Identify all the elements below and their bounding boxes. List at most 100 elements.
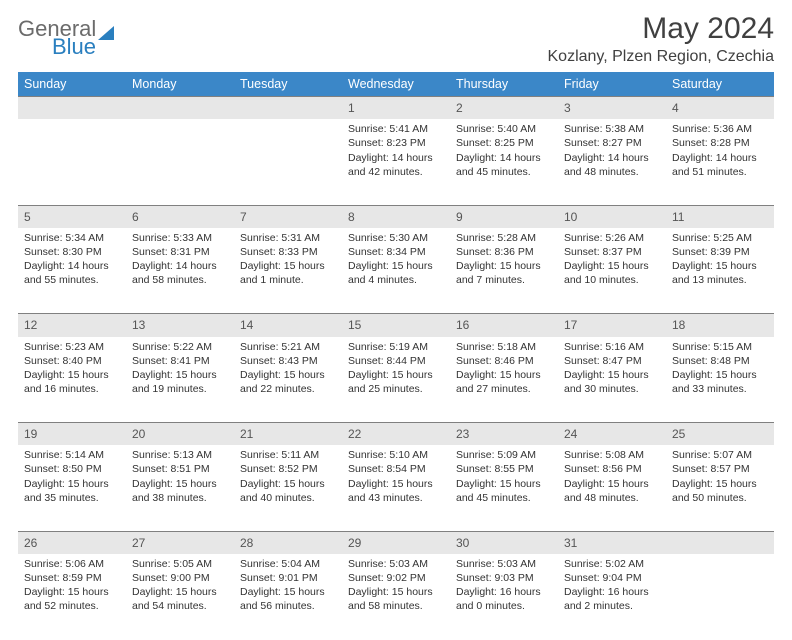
day-number: 6 — [126, 205, 234, 228]
sunset-text: Sunset: 8:25 PM — [456, 136, 552, 150]
day-number: 29 — [342, 531, 450, 554]
day-cell: Sunrise: 5:04 AMSunset: 9:01 PMDaylight:… — [234, 554, 342, 640]
daylight-text: Daylight: 15 hours and 43 minutes. — [348, 477, 444, 505]
day-content-row: Sunrise: 5:41 AMSunset: 8:23 PMDaylight:… — [18, 119, 774, 205]
daylight-text: Daylight: 14 hours and 45 minutes. — [456, 151, 552, 179]
sunrise-text: Sunrise: 5:06 AM — [24, 557, 120, 571]
day-cell: Sunrise: 5:09 AMSunset: 8:55 PMDaylight:… — [450, 445, 558, 531]
day-cell: Sunrise: 5:13 AMSunset: 8:51 PMDaylight:… — [126, 445, 234, 531]
sunset-text: Sunset: 8:31 PM — [132, 245, 228, 259]
day-content-row: Sunrise: 5:34 AMSunset: 8:30 PMDaylight:… — [18, 228, 774, 314]
sunset-text: Sunset: 8:23 PM — [348, 136, 444, 150]
location-text: Kozlany, Plzen Region, Czechia — [548, 48, 775, 66]
daylight-text: Daylight: 15 hours and 38 minutes. — [132, 477, 228, 505]
sunrise-text: Sunrise: 5:04 AM — [240, 557, 336, 571]
sunset-text: Sunset: 9:03 PM — [456, 571, 552, 585]
sunrise-text: Sunrise: 5:02 AM — [564, 557, 660, 571]
daylight-text: Daylight: 15 hours and 52 minutes. — [24, 585, 120, 613]
day-number: 9 — [450, 205, 558, 228]
day-number — [18, 97, 126, 120]
month-title: May 2024 — [548, 12, 775, 46]
daylight-text: Daylight: 14 hours and 51 minutes. — [672, 151, 768, 179]
daylight-text: Daylight: 15 hours and 40 minutes. — [240, 477, 336, 505]
day-cell: Sunrise: 5:11 AMSunset: 8:52 PMDaylight:… — [234, 445, 342, 531]
sunset-text: Sunset: 9:01 PM — [240, 571, 336, 585]
sunrise-text: Sunrise: 5:15 AM — [672, 340, 768, 354]
sunrise-text: Sunrise: 5:13 AM — [132, 448, 228, 462]
day-number: 26 — [18, 531, 126, 554]
day-number: 18 — [666, 314, 774, 337]
sunset-text: Sunset: 8:43 PM — [240, 354, 336, 368]
weekday-header: Friday — [558, 72, 666, 97]
day-number-row: 262728293031 — [18, 531, 774, 554]
day-number: 25 — [666, 423, 774, 446]
day-number: 27 — [126, 531, 234, 554]
sunset-text: Sunset: 9:00 PM — [132, 571, 228, 585]
daylight-text: Daylight: 15 hours and 33 minutes. — [672, 368, 768, 396]
day-number: 22 — [342, 423, 450, 446]
sunset-text: Sunset: 8:46 PM — [456, 354, 552, 368]
day-cell: Sunrise: 5:14 AMSunset: 8:50 PMDaylight:… — [18, 445, 126, 531]
sunset-text: Sunset: 8:36 PM — [456, 245, 552, 259]
daylight-text: Daylight: 15 hours and 10 minutes. — [564, 259, 660, 287]
day-cell: Sunrise: 5:22 AMSunset: 8:41 PMDaylight:… — [126, 337, 234, 423]
day-number: 20 — [126, 423, 234, 446]
day-number-row: 567891011 — [18, 205, 774, 228]
day-number: 15 — [342, 314, 450, 337]
sunset-text: Sunset: 8:55 PM — [456, 462, 552, 476]
day-number: 7 — [234, 205, 342, 228]
weekday-header: Thursday — [450, 72, 558, 97]
sunrise-text: Sunrise: 5:03 AM — [348, 557, 444, 571]
day-number: 1 — [342, 97, 450, 120]
day-cell: Sunrise: 5:15 AMSunset: 8:48 PMDaylight:… — [666, 337, 774, 423]
day-cell: Sunrise: 5:06 AMSunset: 8:59 PMDaylight:… — [18, 554, 126, 640]
sunset-text: Sunset: 8:57 PM — [672, 462, 768, 476]
day-cell: Sunrise: 5:10 AMSunset: 8:54 PMDaylight:… — [342, 445, 450, 531]
day-number: 13 — [126, 314, 234, 337]
weekday-header: Sunday — [18, 72, 126, 97]
sunset-text: Sunset: 9:02 PM — [348, 571, 444, 585]
day-number: 16 — [450, 314, 558, 337]
daylight-text: Daylight: 14 hours and 42 minutes. — [348, 151, 444, 179]
day-number: 11 — [666, 205, 774, 228]
sunset-text: Sunset: 8:30 PM — [24, 245, 120, 259]
day-number: 24 — [558, 423, 666, 446]
day-cell: Sunrise: 5:36 AMSunset: 8:28 PMDaylight:… — [666, 119, 774, 205]
daylight-text: Daylight: 14 hours and 48 minutes. — [564, 151, 660, 179]
day-number: 14 — [234, 314, 342, 337]
day-cell: Sunrise: 5:33 AMSunset: 8:31 PMDaylight:… — [126, 228, 234, 314]
sunrise-text: Sunrise: 5:09 AM — [456, 448, 552, 462]
weekday-header: Saturday — [666, 72, 774, 97]
sunset-text: Sunset: 8:41 PM — [132, 354, 228, 368]
daylight-text: Daylight: 15 hours and 25 minutes. — [348, 368, 444, 396]
sunrise-text: Sunrise: 5:22 AM — [132, 340, 228, 354]
day-number: 19 — [18, 423, 126, 446]
sunset-text: Sunset: 8:56 PM — [564, 462, 660, 476]
day-cell: Sunrise: 5:18 AMSunset: 8:46 PMDaylight:… — [450, 337, 558, 423]
sunset-text: Sunset: 8:54 PM — [348, 462, 444, 476]
day-cell: Sunrise: 5:03 AMSunset: 9:02 PMDaylight:… — [342, 554, 450, 640]
day-cell — [126, 119, 234, 205]
sunrise-text: Sunrise: 5:21 AM — [240, 340, 336, 354]
sunrise-text: Sunrise: 5:38 AM — [564, 122, 660, 136]
sunrise-text: Sunrise: 5:23 AM — [24, 340, 120, 354]
day-number: 10 — [558, 205, 666, 228]
daylight-text: Daylight: 15 hours and 58 minutes. — [348, 585, 444, 613]
weekday-header: Monday — [126, 72, 234, 97]
sunrise-text: Sunrise: 5:34 AM — [24, 231, 120, 245]
day-number: 23 — [450, 423, 558, 446]
daylight-text: Daylight: 15 hours and 50 minutes. — [672, 477, 768, 505]
day-cell: Sunrise: 5:02 AMSunset: 9:04 PMDaylight:… — [558, 554, 666, 640]
day-number: 5 — [18, 205, 126, 228]
day-number-row: 19202122232425 — [18, 423, 774, 446]
title-block: May 2024 Kozlany, Plzen Region, Czechia — [548, 12, 775, 66]
day-number-row: 12131415161718 — [18, 314, 774, 337]
daylight-text: Daylight: 14 hours and 55 minutes. — [24, 259, 120, 287]
sunrise-text: Sunrise: 5:03 AM — [456, 557, 552, 571]
daylight-text: Daylight: 15 hours and 54 minutes. — [132, 585, 228, 613]
sunrise-text: Sunrise: 5:36 AM — [672, 122, 768, 136]
day-cell: Sunrise: 5:23 AMSunset: 8:40 PMDaylight:… — [18, 337, 126, 423]
day-cell: Sunrise: 5:07 AMSunset: 8:57 PMDaylight:… — [666, 445, 774, 531]
sunset-text: Sunset: 8:40 PM — [24, 354, 120, 368]
daylight-text: Daylight: 14 hours and 58 minutes. — [132, 259, 228, 287]
